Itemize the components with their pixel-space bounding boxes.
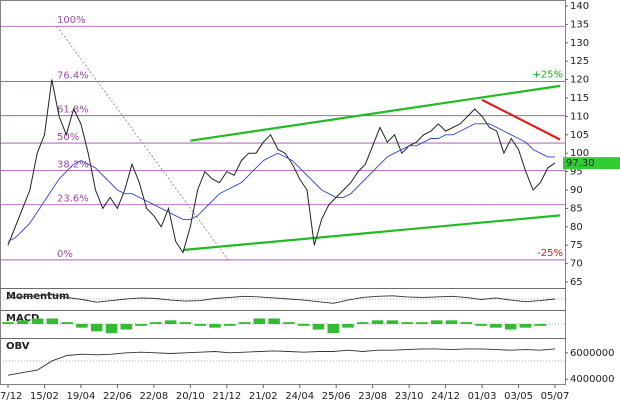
macd-bar [445, 320, 458, 324]
macd-bar [357, 322, 369, 324]
macd-bar [386, 320, 399, 324]
last-price-tag [563, 157, 620, 170]
macd-bar [135, 324, 147, 326]
price-line [7, 79, 556, 254]
macd-bar [2, 322, 14, 324]
price-line [7, 123, 555, 242]
y-tick-label: 65 [570, 277, 583, 288]
y-tick-label: 100 [570, 148, 589, 159]
y-tick-label: 90 [570, 185, 583, 196]
y-tick-label: 115 [570, 93, 589, 104]
panel-frame [0, 338, 566, 385]
macd-bar [223, 324, 236, 326]
macd-bar [342, 324, 354, 328]
x-tick-label: 22/08 [139, 391, 168, 402]
y-tick-label: 80 [570, 222, 583, 233]
y-tick-label: 105 [570, 130, 589, 141]
macd-bar [253, 318, 266, 324]
y-tick-label: 6000000 [570, 348, 615, 359]
macd-bar [504, 324, 517, 330]
x-tick-label: 23/10 [395, 391, 424, 402]
macd-bar [46, 318, 59, 324]
y-tick-label: 135 [570, 19, 589, 30]
fib-label: 100% [57, 15, 86, 26]
fib-label: 0% [57, 249, 73, 260]
trend-line [182, 214, 561, 252]
macd-bar [150, 322, 162, 324]
macd-bar [297, 324, 310, 326]
macd-bar [312, 324, 325, 330]
macd-bar [61, 322, 73, 324]
macd-bar [416, 322, 428, 324]
x-tick-label: 21/02 [249, 391, 278, 402]
x-tick-label: 24/04 [285, 391, 314, 402]
macd-bar [194, 324, 206, 326]
x-tick-label: 25/06 [322, 391, 351, 402]
indicator-line [7, 294, 556, 304]
macd-bar [519, 324, 532, 328]
y-tick-label: 4000000 [570, 374, 615, 385]
x-tick-label: 07/12 [0, 391, 22, 402]
x-tick-label: 21/12 [212, 391, 241, 402]
fib-label: 23.6% [57, 194, 89, 205]
trend-line [190, 84, 561, 142]
fib-label: 50% [57, 132, 79, 143]
macd-bar [490, 324, 502, 328]
fib-label: 76.4% [57, 70, 89, 81]
y-tick-label: 85 [570, 203, 583, 214]
macd-bar [283, 322, 295, 324]
panel-title: OBV [6, 341, 30, 352]
annotation: +25% [532, 69, 563, 80]
annotation: -25% [537, 248, 563, 259]
x-tick-label: 23/08 [358, 391, 387, 402]
x-tick-label: 20/10 [176, 391, 205, 402]
y-tick-label: 75 [570, 240, 583, 251]
indicator-line [7, 348, 556, 376]
x-tick-label: 03/05 [504, 391, 533, 402]
x-tick-label: 19/04 [67, 391, 96, 402]
x-tick-label: 15/02 [30, 391, 59, 402]
macd-bar [430, 320, 443, 324]
macd-bar [401, 322, 413, 324]
trend-line [481, 98, 561, 141]
x-tick-label: 22/06 [103, 391, 132, 402]
macd-bar [238, 322, 251, 324]
y-tick-label: 130 [570, 38, 589, 49]
macd-bar [76, 324, 88, 328]
macd-bar [179, 322, 192, 324]
macd-bar [120, 324, 133, 330]
macd-bar [31, 318, 44, 324]
macd-bar [371, 320, 384, 324]
y-tick-label: 95 [570, 167, 583, 178]
x-tick-label: 01/03 [468, 391, 497, 402]
y-tick-label: 120 [570, 75, 589, 86]
macd-bar [209, 324, 221, 328]
macd-bar [164, 320, 177, 324]
macd-bar [90, 324, 103, 332]
panel-frame [0, 0, 566, 289]
macd-bar [327, 324, 340, 334]
y-tick-label: 140 [570, 1, 589, 12]
panel-title: MACD [6, 313, 39, 324]
macd-bar [268, 318, 280, 324]
y-tick-label: 70 [570, 259, 583, 270]
panel-title: Momentum [6, 291, 69, 302]
macd-bar [460, 322, 473, 324]
macd-bar [534, 324, 546, 326]
macd-bar [17, 320, 29, 324]
y-tick-label: 110 [570, 111, 589, 122]
macd-bar [475, 324, 487, 326]
y-tick-label: 125 [570, 56, 589, 67]
macd-bar [105, 324, 118, 334]
last-price-label: 97.30 [566, 158, 595, 169]
x-tick-label: 24/12 [431, 391, 460, 402]
trend-line [56, 26, 229, 261]
x-tick-label: 05/07 [541, 391, 570, 402]
